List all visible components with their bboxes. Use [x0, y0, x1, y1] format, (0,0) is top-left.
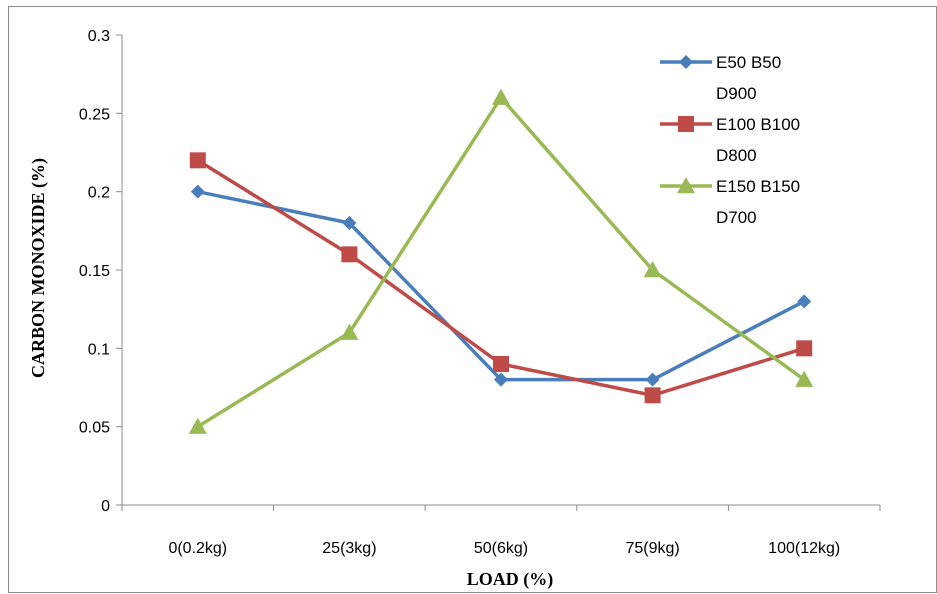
- legend-label: E100 B100: [716, 115, 800, 134]
- y-tick-label: 0.2: [88, 185, 110, 202]
- legend-marker: [677, 177, 695, 194]
- legend-label: D800: [716, 146, 757, 165]
- x-tick-label: 75(9kg): [625, 540, 679, 557]
- legend-marker: [678, 116, 694, 132]
- data-point: [796, 340, 813, 357]
- x-tick-label: 50(6kg): [474, 540, 528, 557]
- data-point: [493, 356, 509, 372]
- y-tick-label: 0.05: [79, 420, 110, 437]
- data-point: [189, 152, 206, 169]
- legend-label: E50 B50: [716, 53, 781, 72]
- legend-item: E150 B150 D700: [660, 177, 800, 227]
- x-tick-label: 100(12kg): [768, 540, 840, 557]
- data-point: [643, 261, 662, 278]
- series-3: [188, 88, 814, 434]
- y-tick-label: 0.15: [79, 263, 110, 280]
- data-point: [341, 246, 358, 263]
- legend-item: E50 B50 D900: [660, 53, 781, 103]
- y-tick-label: 0.3: [88, 28, 110, 45]
- data-point: [190, 184, 205, 199]
- axes: 0 0.05 0.1 0.15 0.2 0.25 0.3 0(0.2kg) 25(3kg) 50(…: [79, 28, 881, 557]
- y-tick-label: 0.1: [88, 341, 110, 358]
- data-point: [494, 372, 508, 387]
- y-axis-title: CARBON MONOXIDE (%): [28, 158, 49, 378]
- y-tick-label: 0.25: [79, 106, 110, 123]
- data-point: [342, 216, 357, 230]
- legend-label: D900: [716, 84, 757, 103]
- data-point: [188, 417, 207, 434]
- legend-marker: [679, 55, 693, 69]
- data-point: [340, 323, 359, 340]
- x-axis-title: LOAD (%): [467, 569, 554, 590]
- legend-label: D700: [716, 208, 757, 227]
- x-tick-label: 25(3kg): [322, 540, 376, 557]
- data-point: [797, 294, 812, 309]
- data-point: [492, 88, 510, 105]
- legend-item: E100 B100 D800: [660, 115, 800, 165]
- y-tick-label: 0: [101, 498, 110, 515]
- x-tick-label: 0(0.2kg): [168, 540, 227, 557]
- series-1: [190, 184, 812, 387]
- chart-border: [8, 6, 937, 593]
- series-layer: [188, 88, 814, 434]
- data-point: [645, 372, 660, 387]
- data-point: [644, 387, 661, 404]
- legend: E50 B50 D900 E100 B100 D800 E150 B150 D700: [660, 53, 800, 227]
- series-2: [189, 152, 813, 404]
- data-point: [795, 370, 814, 387]
- legend-label: E150 B150: [716, 177, 800, 196]
